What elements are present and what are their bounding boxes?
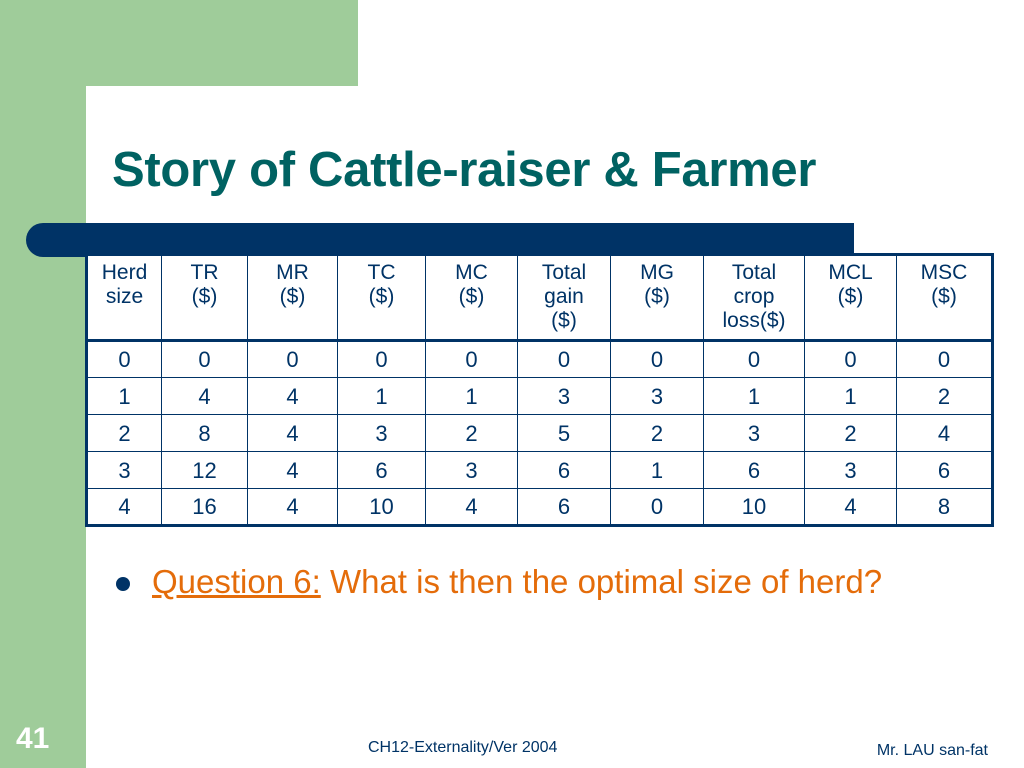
table-cell: 1	[703, 377, 805, 415]
table-cell: 10	[703, 488, 805, 526]
header-mc: MC ($)	[425, 254, 518, 342]
table-row: 4 16 4 10 4 6 0 10 4 8	[86, 488, 993, 526]
table-cell: 4	[86, 488, 162, 526]
table-cell: 1	[804, 377, 897, 415]
table-cell: 0	[804, 340, 897, 378]
table-cell: 5	[517, 414, 611, 452]
footer-author: Mr. LAU san-fat	[876, 742, 988, 759]
table-row: 0 0 0 0 0 0 0 0 0 0	[86, 340, 993, 378]
table-cell: 4	[161, 377, 248, 415]
green-sidebar	[0, 0, 86, 768]
table-cell: 4	[896, 414, 993, 452]
slide-title: Story of Cattle-raiser & Farmer	[112, 143, 817, 197]
table-row: 3 12 4 6 3 6 1 6 3 6	[86, 451, 993, 489]
table-cell: 10	[337, 488, 426, 526]
table-cell: 0	[610, 488, 704, 526]
table-row: 1 4 4 1 1 3 3 1 1 2	[86, 377, 993, 415]
table-cell: 1	[86, 377, 162, 415]
data-table: Herd size TR ($) MR ($) TC ($) MC ($) Total ga…	[85, 253, 994, 527]
table-cell: 4	[247, 377, 338, 415]
question-link[interactable]: Question 6:	[152, 563, 321, 600]
table-cell: 2	[610, 414, 704, 452]
header-tr: TR ($)	[161, 254, 248, 342]
table-cell: 1	[425, 377, 518, 415]
table-cell: 3	[86, 451, 162, 489]
table-cell: 6	[703, 451, 805, 489]
header-herd-size: Herd size	[86, 254, 162, 342]
table-cell: 8	[896, 488, 993, 526]
table-cell: 0	[247, 340, 338, 378]
table-cell: 0	[425, 340, 518, 378]
table-cell: 1	[337, 377, 426, 415]
table-cell: 2	[896, 377, 993, 415]
table-cell: 16	[161, 488, 248, 526]
table-cell: 3	[804, 451, 897, 489]
table-cell: 0	[337, 340, 426, 378]
table-cell: 3	[610, 377, 704, 415]
green-top-band	[0, 0, 358, 86]
header-total-gain: Total gain ($)	[517, 254, 611, 342]
table-cell: 3	[425, 451, 518, 489]
bullet-item: Question 6: What is then the optimal siz…	[116, 560, 976, 604]
title-divider-bar	[26, 223, 854, 257]
table-cell: 3	[337, 414, 426, 452]
table-cell: 0	[610, 340, 704, 378]
table-cell: 6	[517, 451, 611, 489]
header-mg: MG ($)	[610, 254, 704, 342]
bullet-dot-icon	[116, 577, 130, 591]
table-cell: 4	[247, 488, 338, 526]
table-cell: 6	[896, 451, 993, 489]
table-cell: 2	[804, 414, 897, 452]
header-mcl: MCL ($)	[804, 254, 897, 342]
table-row: 2 8 4 3 2 5 2 3 2 4	[86, 414, 993, 452]
table-cell: 0	[517, 340, 611, 378]
question-text: What is then the optimal size of herd?	[320, 563, 883, 600]
table-cell: 4	[247, 414, 338, 452]
table-cell: 4	[804, 488, 897, 526]
table-cell: 0	[703, 340, 805, 378]
table-cell: 4	[425, 488, 518, 526]
table-cell: 2	[86, 414, 162, 452]
slide-number: 41	[16, 722, 50, 755]
table-cell: 4	[247, 451, 338, 489]
table-cell: 1	[610, 451, 704, 489]
header-total-crop-loss: Total crop loss($)	[703, 254, 805, 342]
table-cell: 6	[517, 488, 611, 526]
table-cell: 8	[161, 414, 248, 452]
table-cell: 6	[337, 451, 426, 489]
table-cell: 3	[703, 414, 805, 452]
table-cell: 3	[517, 377, 611, 415]
table-cell: 12	[161, 451, 248, 489]
table-header-row: Herd size TR ($) MR ($) TC ($) MC ($) Total ga…	[86, 254, 993, 342]
table-cell: 0	[161, 340, 248, 378]
header-tc: TC ($)	[337, 254, 426, 342]
table-cell: 2	[425, 414, 518, 452]
header-mr: MR ($)	[247, 254, 338, 342]
footer-chapter: CH12-Externality/Ver 2004	[368, 739, 558, 756]
table-cell: 0	[896, 340, 993, 378]
table-cell: 0	[86, 340, 162, 378]
bullet-text: Question 6: What is then the optimal siz…	[152, 560, 976, 604]
header-msc: MSC ($)	[896, 254, 993, 342]
